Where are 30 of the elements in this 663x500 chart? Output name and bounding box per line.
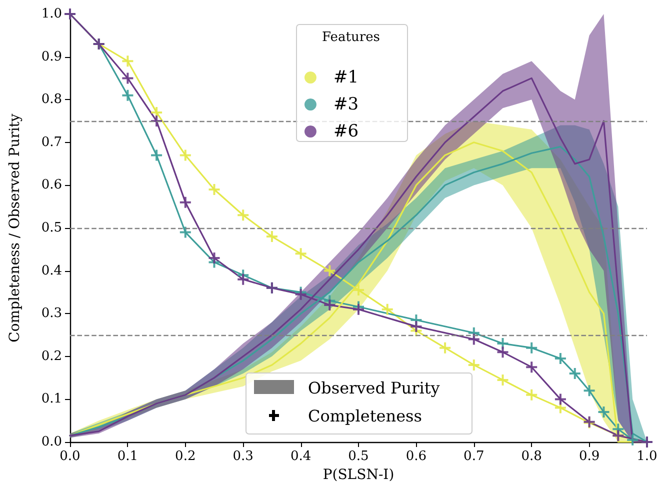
annotation: Observed Purity bbox=[308, 378, 440, 398]
y-tick-label: 0.0 bbox=[41, 434, 62, 450]
y-tick-label: 0.4 bbox=[41, 263, 62, 278]
y-tick-label: 0.7 bbox=[41, 134, 62, 150]
y-tick-label: 0.2 bbox=[41, 348, 62, 364]
y-tick-label: 0.9 bbox=[41, 49, 62, 64]
legend-title: Features bbox=[322, 30, 380, 45]
y-axis-title: Completeness / Observed Purity bbox=[7, 114, 23, 342]
x-tick-label: 0.3 bbox=[232, 449, 254, 464]
x-tick-label: 0.8 bbox=[521, 449, 542, 464]
x-axis-title: P(SLSN-I) bbox=[322, 467, 394, 483]
y-tick-label: 0.8 bbox=[41, 92, 62, 108]
y-tick-label: 0.1 bbox=[41, 392, 62, 407]
y-tick-label: 0.6 bbox=[41, 178, 62, 193]
x-tick-label: 0.0 bbox=[60, 449, 80, 464]
x-tick-label: 1.0 bbox=[636, 449, 658, 464]
x-tick-label: 0.9 bbox=[578, 449, 600, 464]
x-tick-label: 0.2 bbox=[175, 449, 196, 464]
x-tick-label: 0.5 bbox=[348, 449, 369, 464]
y-tick-label: 0.3 bbox=[41, 306, 62, 322]
legend-label: #1 bbox=[333, 68, 359, 88]
annotation: Completeness bbox=[308, 406, 422, 426]
x-tick-label: 0.7 bbox=[464, 449, 484, 464]
x-tick-label: 0.4 bbox=[290, 449, 312, 464]
x-tick-label: 0.6 bbox=[406, 449, 427, 464]
x-tick-label: 0.1 bbox=[117, 449, 138, 464]
y-tick-label: 1.0 bbox=[41, 6, 62, 22]
legend-label: #6 bbox=[333, 122, 359, 142]
y-tick-label: 0.5 bbox=[41, 220, 62, 236]
legend-label: #3 bbox=[333, 94, 359, 114]
